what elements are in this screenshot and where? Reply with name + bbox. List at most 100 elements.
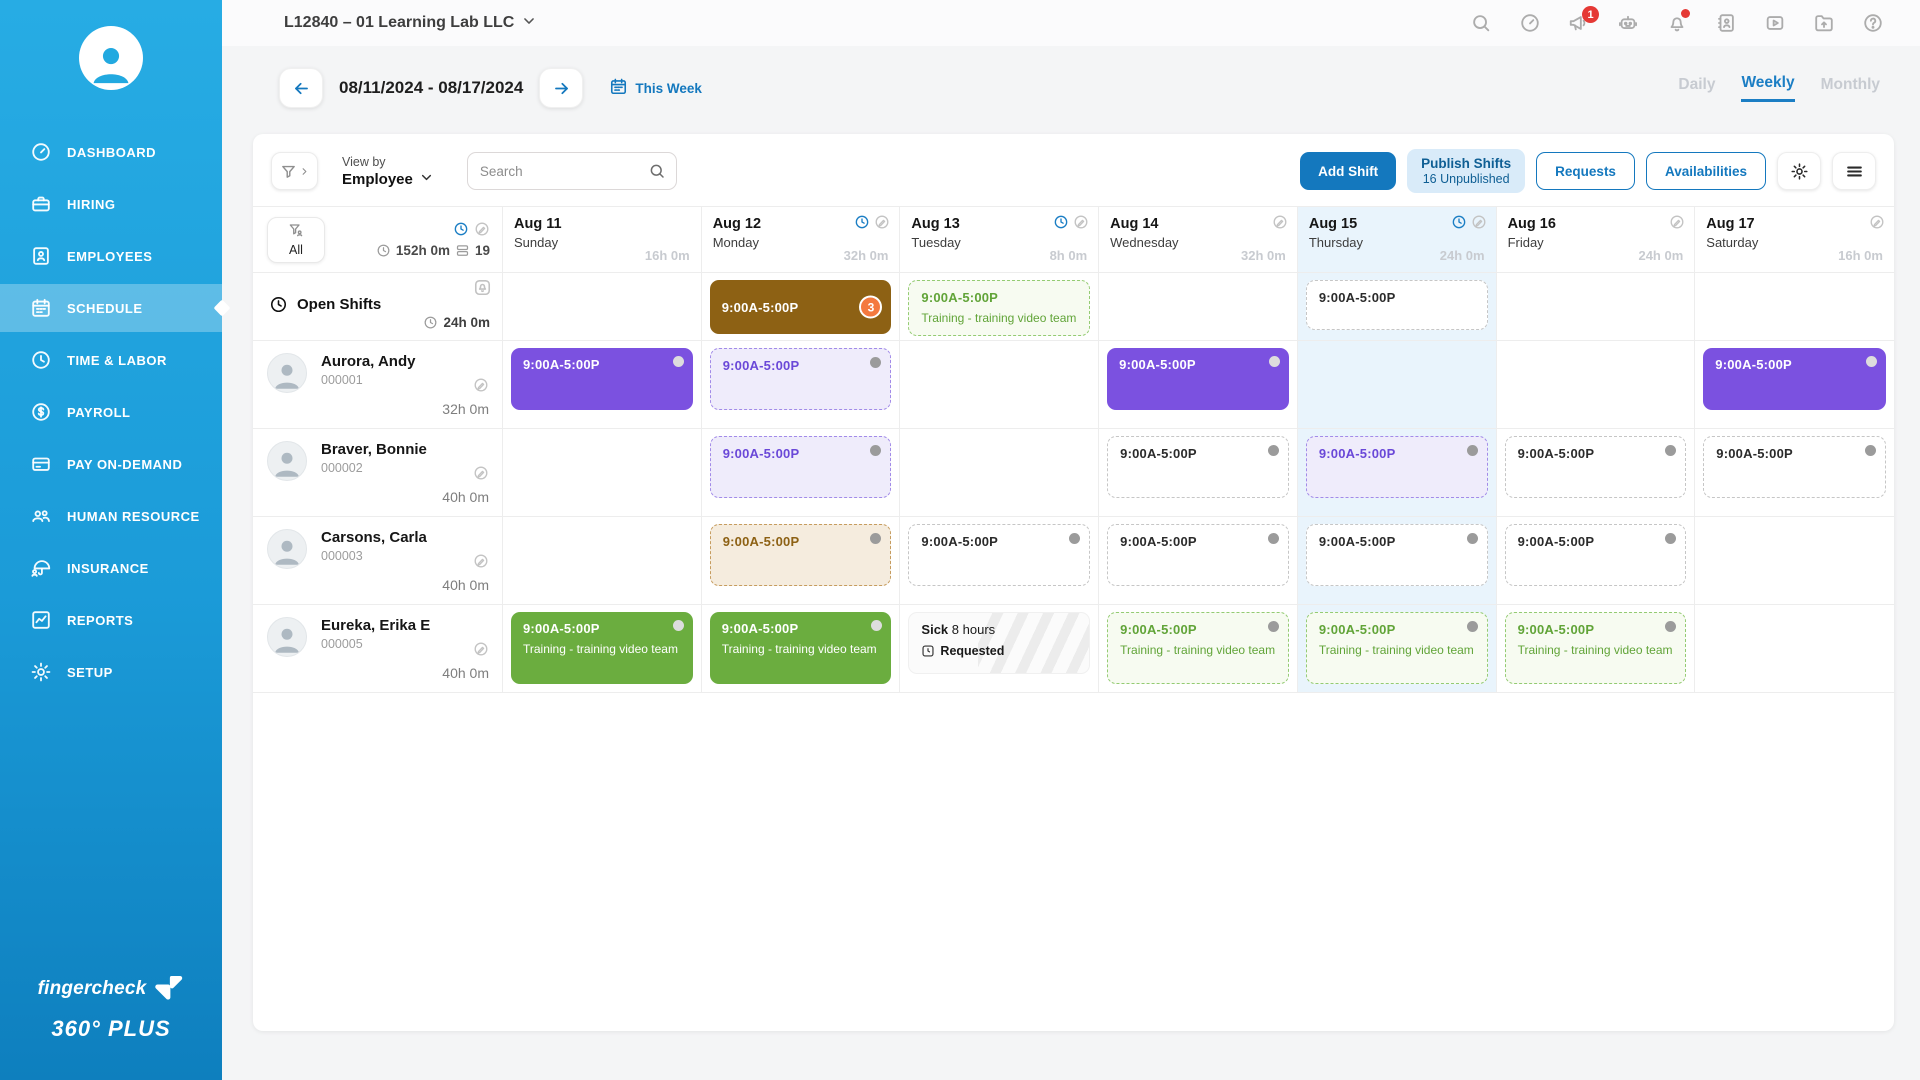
shift-cell-braver-bonnie-aug-11[interactable] (503, 429, 702, 517)
day-header-aug-15[interactable]: Aug 15 Thursday 24h 0m (1297, 207, 1497, 273)
open-shift-cell-aug-12[interactable]: 9:00A-5:00P 3 (701, 273, 901, 341)
shift-cell-eureka-erika-e-aug-17[interactable] (1695, 605, 1894, 693)
tab-daily[interactable]: Daily (1678, 75, 1716, 93)
settings-button[interactable] (1777, 152, 1821, 190)
shift-cell-aurora-andy-aug-13[interactable] (900, 341, 1100, 429)
pencil-icon[interactable] (473, 377, 489, 393)
shift-chip[interactable]: 9:00A-5:00P (709, 436, 892, 498)
gauge-icon[interactable] (1519, 12, 1541, 34)
shift-cell-eureka-erika-e-aug-12[interactable]: 9:00A-5:00P Training - training video te… (701, 605, 901, 693)
shift-cell-braver-bonnie-aug-14[interactable]: 9:00A-5:00P (1099, 429, 1298, 517)
shift-cell-eureka-erika-e-aug-15[interactable]: 9:00A-5:00P Training - training video te… (1297, 605, 1497, 693)
view-by-dropdown[interactable]: View by Employee (342, 155, 433, 188)
contacts-icon[interactable] (1715, 12, 1737, 34)
shift-cell-braver-bonnie-aug-12[interactable]: 9:00A-5:00P (701, 429, 901, 517)
availabilities-button[interactable]: Availabilities (1645, 152, 1766, 190)
shift-chip[interactable]: 9:00A-5:00P Training - training video te… (1305, 612, 1488, 684)
shift-cell-eureka-erika-e-aug-14[interactable]: 9:00A-5:00P Training - training video te… (1099, 605, 1298, 693)
shift-cell-aurora-andy-aug-11[interactable]: 9:00A-5:00P (503, 341, 702, 429)
user-avatar[interactable] (79, 26, 143, 90)
folder-upload-icon[interactable] (1813, 12, 1835, 34)
shift-chip[interactable]: 9:00A-5:00P Training - training video te… (511, 612, 693, 684)
requests-button[interactable]: Requests (1536, 152, 1635, 190)
bell-icon[interactable] (1666, 9, 1690, 34)
sidebar-item-schedule[interactable]: SCHEDULE (0, 284, 222, 332)
shift-chip[interactable]: 9:00A-5:00P (709, 524, 892, 586)
shift-chip[interactable]: 9:00A-5:00P (1504, 524, 1687, 586)
sidebar-item-payroll[interactable]: PAYROLL (0, 388, 222, 436)
sidebar-item-insurance[interactable]: INSURANCE (0, 544, 222, 592)
day-header-aug-17[interactable]: Aug 17 Saturday 16h 0m (1695, 207, 1894, 273)
day-header-aug-14[interactable]: Aug 14 Wednesday 32h 0m (1099, 207, 1298, 273)
shift-cell-carsons-carla-aug-16[interactable]: 9:00A-5:00P (1496, 517, 1696, 605)
sidebar-item-time-labor[interactable]: TIME & LABOR (0, 336, 222, 384)
pencil-icon[interactable] (473, 641, 489, 657)
shift-cell-carsons-carla-aug-15[interactable]: 9:00A-5:00P (1297, 517, 1497, 605)
robot-icon[interactable] (1617, 12, 1639, 34)
video-icon[interactable] (1764, 12, 1786, 34)
shift-cell-aurora-andy-aug-16[interactable] (1496, 341, 1696, 429)
sick-request-chip[interactable]: Sick 8 hours Requested (908, 612, 1091, 674)
help-icon[interactable] (1862, 12, 1884, 34)
shift-cell-carsons-carla-aug-17[interactable] (1695, 517, 1894, 605)
avatar[interactable] (267, 353, 307, 393)
open-shift-cell-aug-14[interactable] (1099, 273, 1298, 341)
shift-chip[interactable]: 9:00A-5:00P Training - training video te… (908, 280, 1091, 336)
this-week-link[interactable]: This Week (609, 77, 702, 99)
shift-cell-carsons-carla-aug-11[interactable] (503, 517, 702, 605)
shift-chip[interactable]: 9:00A-5:00P (1703, 436, 1886, 498)
shift-cell-aurora-andy-aug-12[interactable]: 9:00A-5:00P (701, 341, 901, 429)
sidebar-item-reports[interactable]: REPORTS (0, 596, 222, 644)
avatar[interactable] (267, 617, 307, 657)
tab-monthly[interactable]: Monthly (1820, 75, 1880, 93)
shift-cell-aurora-andy-aug-17[interactable]: 9:00A-5:00P (1695, 341, 1894, 429)
day-header-aug-12[interactable]: Aug 12 Monday 32h 0m (701, 207, 901, 273)
day-header-aug-16[interactable]: Aug 16 Friday 24h 0m (1496, 207, 1696, 273)
shift-cell-carsons-carla-aug-13[interactable]: 9:00A-5:00P (900, 517, 1100, 605)
shift-chip[interactable]: 9:00A-5:00P (1107, 348, 1289, 410)
shift-cell-eureka-erika-e-aug-13[interactable]: Sick 8 hours Requested (900, 605, 1100, 693)
shift-cell-aurora-andy-aug-14[interactable]: 9:00A-5:00P (1099, 341, 1298, 429)
shift-cell-braver-bonnie-aug-16[interactable]: 9:00A-5:00P (1496, 429, 1696, 517)
sidebar-item-hiring[interactable]: HIRING (0, 180, 222, 228)
filter-button[interactable] (271, 152, 318, 190)
sidebar-item-human-resource[interactable]: HUMAN RESOURCE (0, 492, 222, 540)
open-shift-cell-aug-11[interactable] (503, 273, 702, 341)
open-shift-cell-aug-13[interactable]: 9:00A-5:00P Training - training video te… (900, 273, 1100, 341)
day-header-aug-11[interactable]: Aug 11 Sunday 16h 0m (503, 207, 702, 273)
publish-shifts-button[interactable]: Publish Shifts 16 Unpublished (1407, 149, 1526, 193)
shift-cell-braver-bonnie-aug-17[interactable]: 9:00A-5:00P (1695, 429, 1894, 517)
shift-chip[interactable]: 9:00A-5:00P (1305, 436, 1488, 498)
shift-chip[interactable]: 9:00A-5:00P (1504, 436, 1687, 498)
avatar[interactable] (267, 529, 307, 569)
shift-chip[interactable]: 9:00A-5:00P (908, 524, 1091, 586)
shift-chip[interactable]: 9:00A-5:00P (1107, 524, 1289, 586)
add-shift-button[interactable]: Add Shift (1300, 152, 1397, 190)
sidebar-item-employees[interactable]: EMPLOYEES (0, 232, 222, 280)
tab-weekly[interactable]: Weekly (1741, 74, 1795, 102)
search-input[interactable] (466, 152, 677, 190)
pencil-icon[interactable] (473, 553, 489, 569)
shift-chip[interactable]: 9:00A-5:00P (1305, 524, 1488, 586)
bell-square-icon[interactable] (473, 278, 492, 297)
company-selector[interactable]: L12840 – 01 Learning Lab LLC (284, 14, 536, 33)
shift-chip[interactable]: 9:00A-5:00P (1305, 280, 1488, 330)
open-shift-cell-aug-15[interactable]: 9:00A-5:00P (1297, 273, 1497, 341)
shift-chip[interactable]: 9:00A-5:00P (709, 348, 892, 410)
next-week-button[interactable] (539, 68, 584, 108)
shift-cell-carsons-carla-aug-12[interactable]: 9:00A-5:00P (701, 517, 901, 605)
open-shift-cell-aug-16[interactable] (1496, 273, 1696, 341)
previous-week-button[interactable] (279, 68, 323, 108)
shift-chip[interactable]: 9:00A-5:00P Training - training video te… (709, 612, 892, 684)
shift-cell-carsons-carla-aug-14[interactable]: 9:00A-5:00P (1099, 517, 1298, 605)
filter-all-button[interactable]: All (267, 216, 325, 263)
shift-cell-eureka-erika-e-aug-11[interactable]: 9:00A-5:00P Training - training video te… (503, 605, 702, 693)
avatar[interactable] (267, 441, 307, 481)
search-icon[interactable] (1470, 12, 1492, 34)
shift-chip[interactable]: 9:00A-5:00P (1107, 436, 1289, 498)
shift-cell-braver-bonnie-aug-15[interactable]: 9:00A-5:00P (1297, 429, 1497, 517)
menu-button[interactable] (1832, 152, 1876, 190)
shift-cell-braver-bonnie-aug-13[interactable] (900, 429, 1100, 517)
shift-cell-aurora-andy-aug-15[interactable] (1297, 341, 1497, 429)
sidebar-item-pay-on-demand[interactable]: PAY ON-DEMAND (0, 440, 222, 488)
